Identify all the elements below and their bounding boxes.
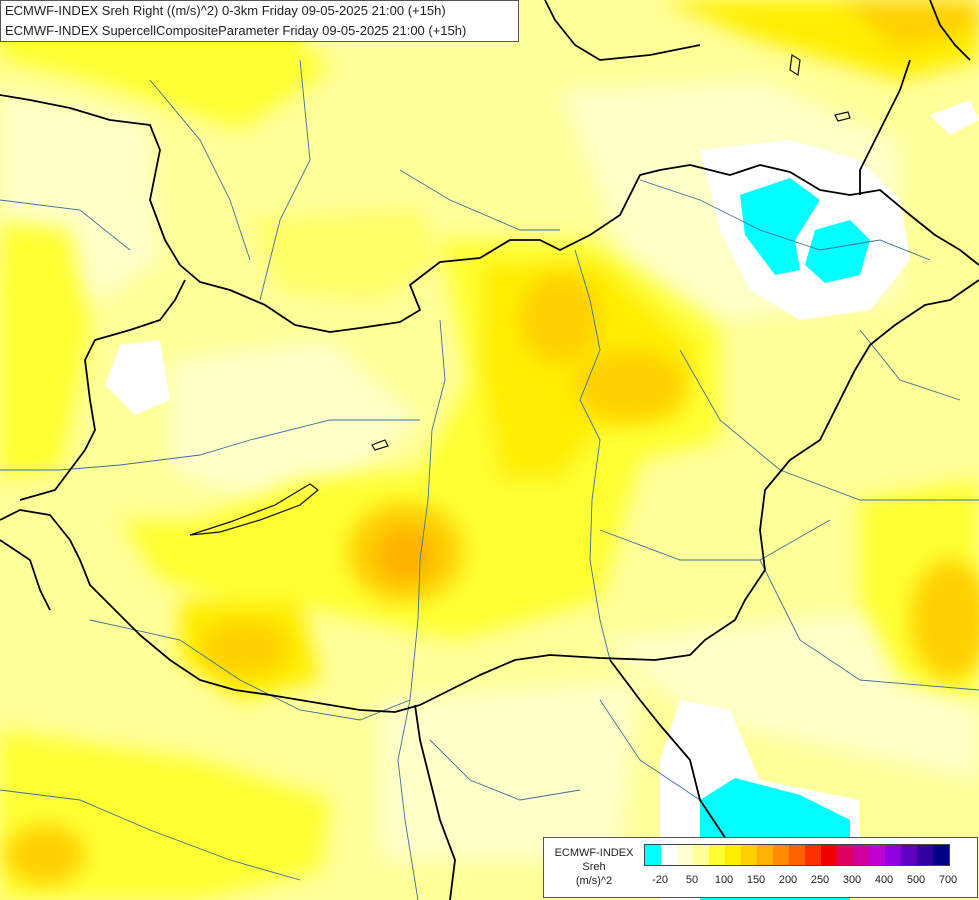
legend-tick: 50 [685,874,699,886]
color-legend: ECMWF-INDEX Sreh (m/s)^2 -20 50 100 150 200 2… [543,837,978,898]
map-title-line-2: ECMWF-INDEX SupercellCompositeParameter … [5,23,467,38]
legend-tick: 400 [874,874,894,886]
legend-tick-labels: -20 50 100 150 200 250 300 400 500 700 [644,874,974,888]
legend-swatch [645,845,661,865]
river-lines [0,59,979,900]
legend-model: ECMWF-INDEX [554,847,634,859]
legend-swatch [805,845,821,865]
legend-swatch [725,845,741,865]
legend-tick: 700 [938,874,958,886]
legend-swatch [837,845,853,865]
legend-swatch [661,845,677,865]
legend-swatch [853,845,869,865]
legend-swatch [869,845,885,865]
map-title-box: ECMWF-INDEX Sreh Right ((m/s)^2) 0-3km F… [0,0,519,42]
legend-parameter: Sreh [582,861,606,873]
legend-tick: 100 [714,874,734,886]
legend-swatch [821,845,837,865]
legend-swatch [917,845,933,865]
legend-swatch [789,845,805,865]
legend-swatch [693,845,709,865]
legend-unit: (m/s)^2 [575,875,613,887]
legend-tick: 200 [778,874,798,886]
legend-tick: -20 [652,874,668,886]
legend-tick: 500 [906,874,926,886]
legend-swatch [757,845,773,865]
orange-field-areas [5,273,979,885]
legend-swatch [677,845,693,865]
legend-tick: 250 [810,874,830,886]
legend-swatch [933,845,949,865]
legend-label: ECMWF-INDEX Sreh (m/s)^2 [544,846,644,888]
legend-swatch [709,845,725,865]
map-title-line-1: ECMWF-INDEX Sreh Right ((m/s)^2) 0-3km F… [5,3,446,18]
legend-swatch [885,845,901,865]
lake-outlines [189,53,851,536]
legend-tick: 300 [842,874,862,886]
legend-swatch [901,845,917,865]
legend-swatch [741,845,757,865]
legend-swatch [773,845,789,865]
legend-tick: 150 [746,874,766,886]
legend-color-scale [644,844,950,866]
